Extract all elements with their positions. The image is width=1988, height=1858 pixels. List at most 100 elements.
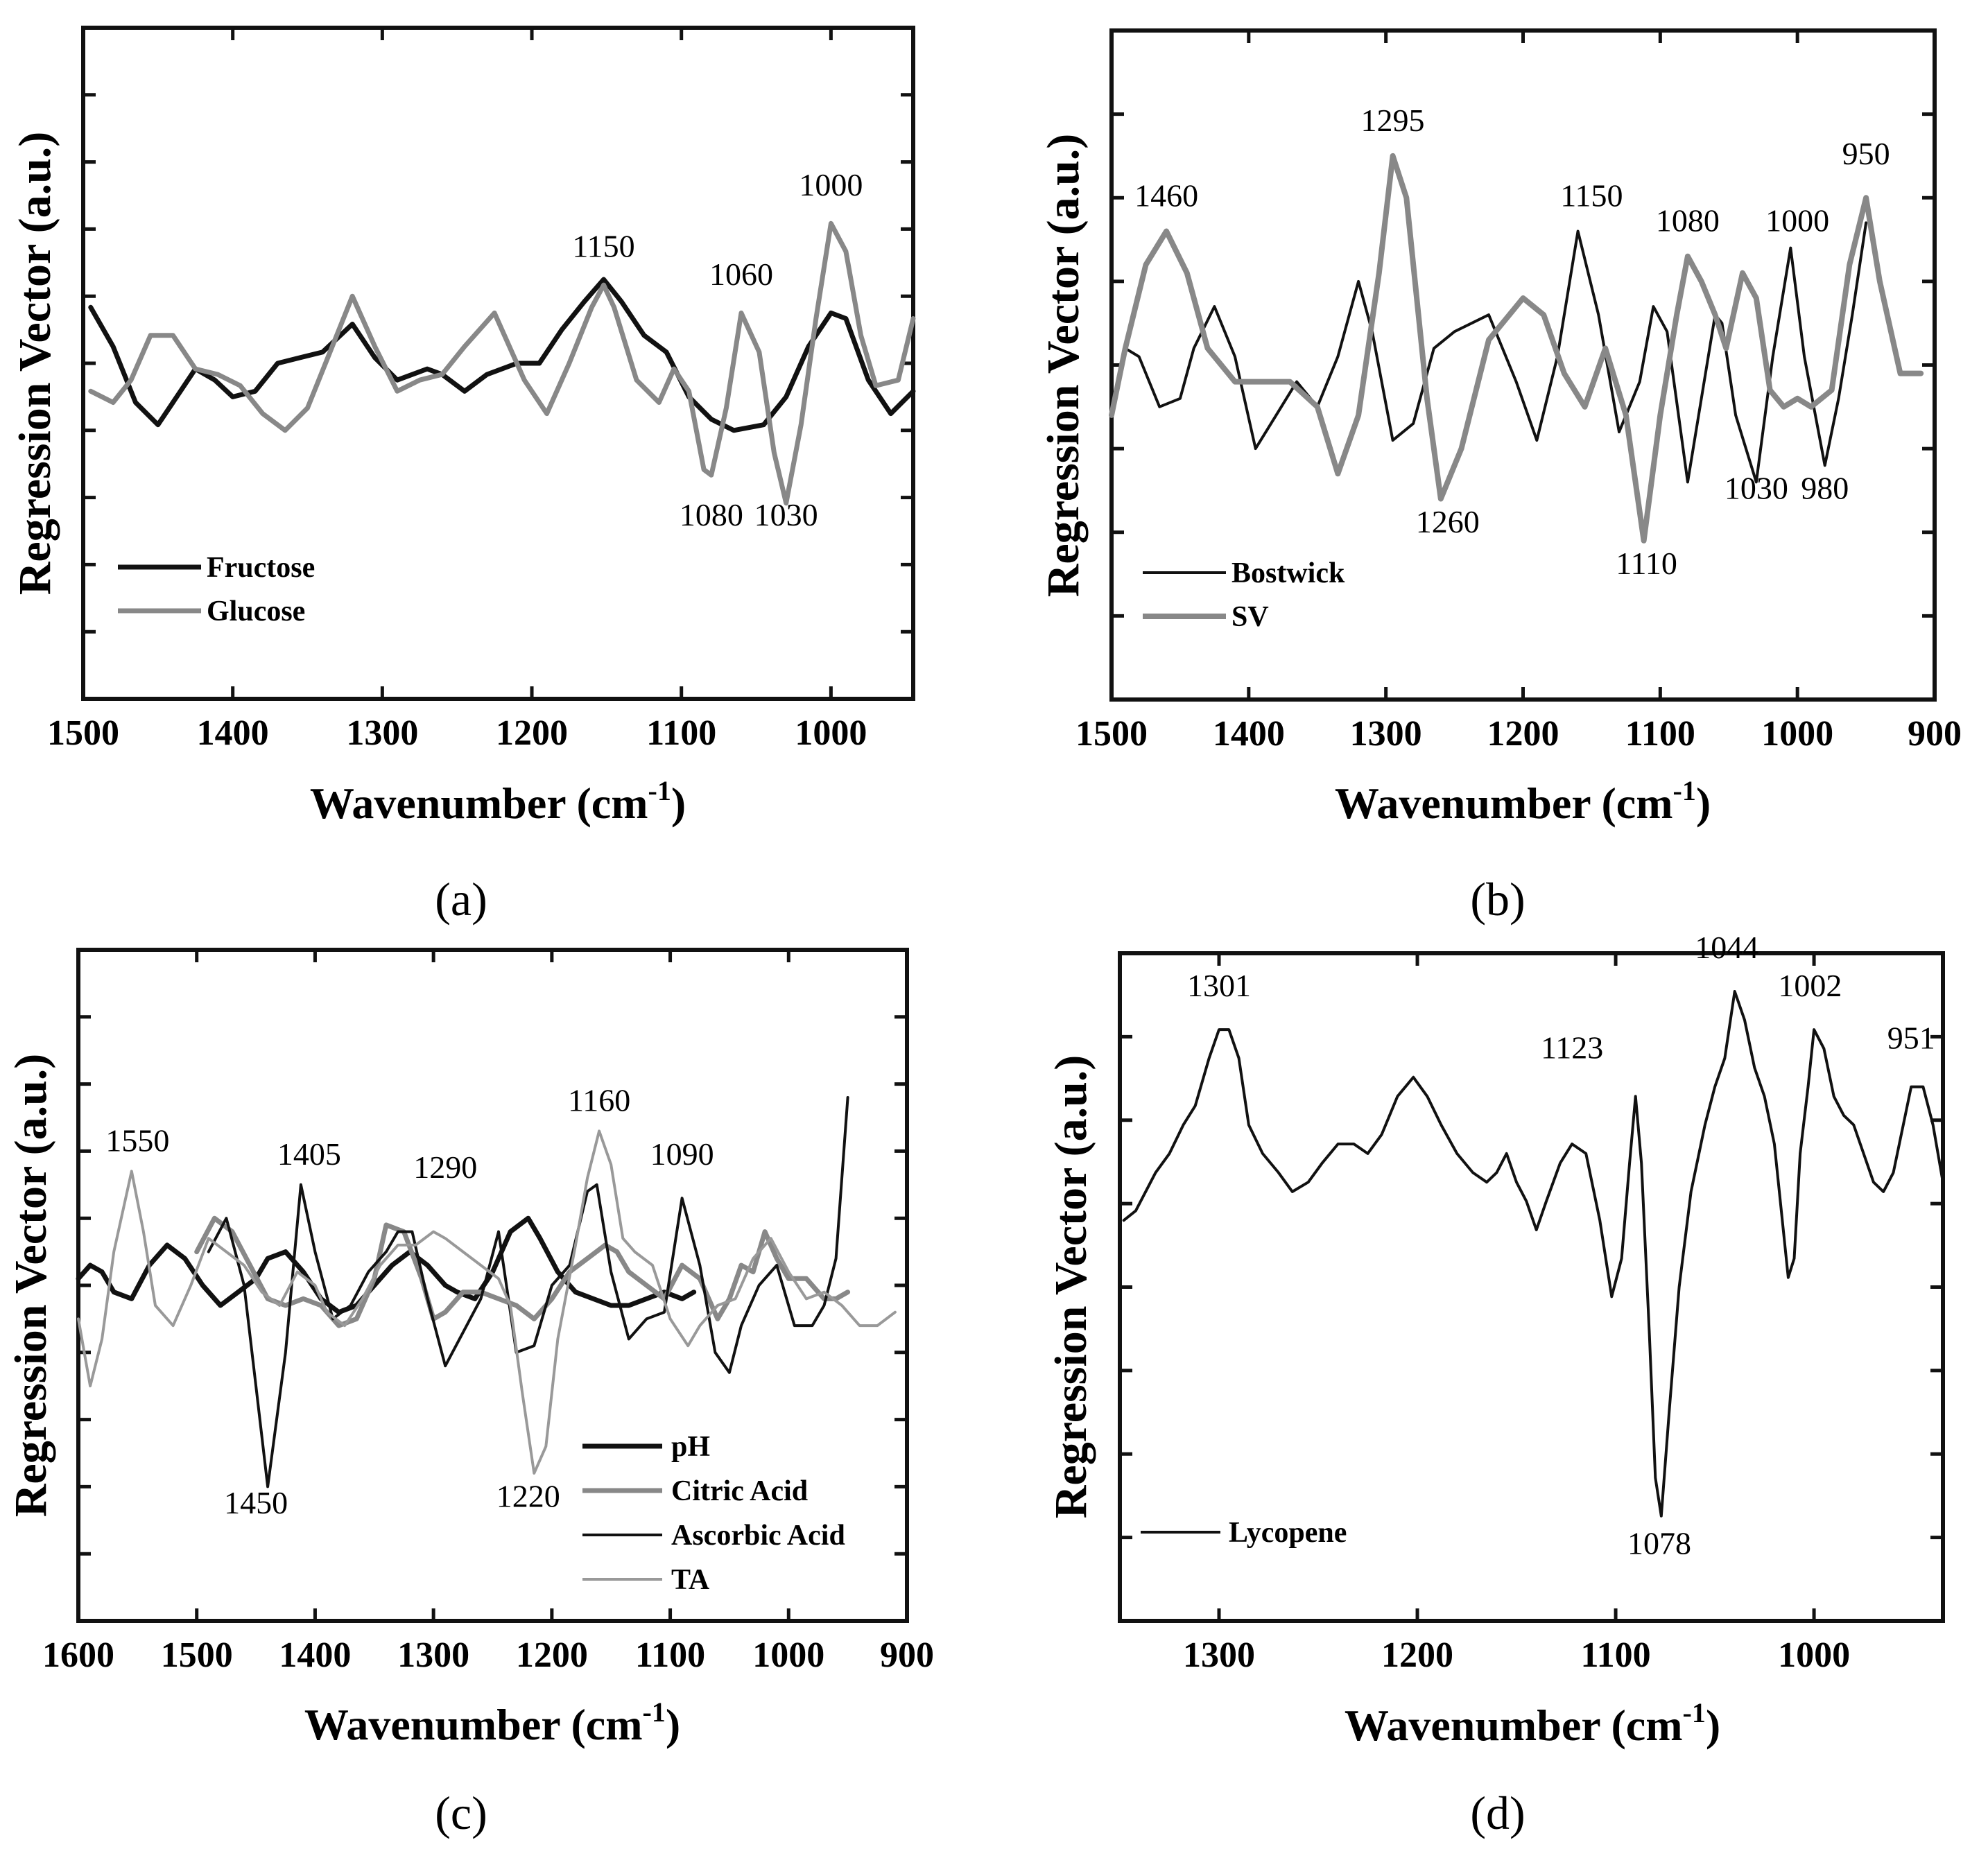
peak-label: 1301 [1187, 968, 1251, 1003]
x-tick-label: 1000 [1778, 1635, 1850, 1675]
panel-b-series [1109, 153, 1924, 544]
x-tick-label: 1600 [42, 1635, 114, 1675]
peak-label: 1030 [1725, 471, 1788, 506]
x-tick-label: 1000 [795, 713, 867, 753]
peak-label: 1460 [1134, 177, 1198, 213]
x-tick-label: 1500 [47, 713, 119, 753]
legend-label-sv: SV [1231, 601, 1269, 633]
series-line-bostwick [1123, 221, 1868, 484]
panel-c-legend: pH Citric Acid Ascorbic Acid TA [582, 1431, 845, 1596]
panel-d-annotations: 1301 1123 1044 1002 951 1078 [1187, 930, 1935, 1561]
series-line-glucose [88, 220, 916, 506]
panel-d-x-tick-labels: 1300 1200 1100 1000 [1183, 1635, 1850, 1675]
peak-label: 980 [1801, 471, 1849, 506]
x-tick-label: 1400 [279, 1635, 351, 1675]
legend-label-fructose: Fructose [207, 552, 315, 584]
peak-label: 1150 [572, 229, 634, 264]
panel-b: 1500 1400 1300 1200 1100 1000 900 1460 1295 1150… [1038, 28, 1962, 926]
peak-label: 1150 [1560, 177, 1623, 213]
x-tick-label: 900 [880, 1635, 934, 1675]
panel-d-legend: Lycopene [1141, 1517, 1347, 1549]
legend-label-ph: pH [671, 1431, 710, 1463]
panel-a-annotations: 1150 1060 1000 1080 1030 [572, 167, 863, 532]
panel-b-y-axis-title: Regression Vector (a.u.) [1038, 134, 1089, 598]
legend-label-lycopene: Lycopene [1229, 1517, 1347, 1549]
x-tick-label: 1200 [516, 1635, 588, 1675]
peak-label: 1160 [568, 1082, 630, 1118]
peak-label: 951 [1887, 1021, 1935, 1056]
legend-label-ta: TA [671, 1564, 710, 1596]
x-tick-label: 900 [1908, 714, 1962, 754]
panel-d-series [1122, 990, 1944, 1518]
x-tick-label: 1000 [1761, 714, 1833, 754]
series-line-citric-acid [194, 1215, 851, 1328]
panel-c-ticks [76, 950, 909, 1621]
peak-label: 1295 [1361, 103, 1425, 138]
panel-b-annotations: 1460 1295 1150 1080 1000 950 1260 1110 1030 980 [1134, 103, 1890, 581]
panel-d-y-axis-title: Regression Vector (a.u.) [1046, 1055, 1096, 1519]
panel-c-label: (c) [435, 1787, 487, 1839]
panel-a: 1500 1400 1300 1200 1100 1000 1150 1060 1000 108… [10, 26, 916, 926]
peak-label: 1220 [496, 1478, 560, 1513]
peak-label: 1000 [799, 167, 863, 202]
peak-label: 1260 [1416, 504, 1480, 539]
panel-b-x-axis-title: Wavenumber (cm-1) [1335, 775, 1711, 828]
x-tick-label: 1300 [1350, 714, 1422, 754]
peak-label: 1123 [1541, 1030, 1603, 1065]
x-tick-label: 1400 [1213, 714, 1285, 754]
x-tick-label: 1100 [1625, 714, 1695, 754]
series-line-sv [1109, 153, 1924, 544]
panel-a-ticks [81, 28, 913, 699]
panel-b-legend: Bostwick SV [1143, 557, 1345, 633]
x-tick-label: 1300 [397, 1635, 469, 1675]
panel-a-x-tick-labels: 1500 1400 1300 1200 1100 1000 [47, 713, 867, 753]
peak-label: 1080 [1656, 203, 1720, 238]
x-tick-label: 1300 [1183, 1635, 1255, 1675]
series-line-ta [77, 1129, 897, 1475]
panel-c: 1600 1500 1400 1300 1200 1100 1000 900 1550 1405… [6, 948, 934, 1839]
panel-c-annotations: 1550 1405 1290 1160 1090 1450 1220 [105, 1082, 714, 1520]
panel-a-series [88, 220, 916, 506]
peak-label: 1060 [709, 257, 773, 292]
peak-label: 1030 [754, 497, 818, 532]
panel-c-series [76, 1096, 897, 1488]
panel-a-y-axis-title: Regression Vector (a.u.) [10, 132, 60, 596]
peak-label: 1080 [680, 497, 743, 532]
panel-a-x-axis-title: Wavenumber (cm-1) [310, 775, 686, 828]
peak-label: 1002 [1778, 968, 1842, 1003]
panel-a-label: (a) [435, 873, 487, 926]
legend-label-bostwick: Bostwick [1231, 557, 1345, 589]
panel-a-legend: Fructose Glucose [118, 552, 315, 627]
series-line-fructose [88, 277, 916, 433]
panel-d-label: (d) [1470, 1787, 1525, 1839]
x-tick-label: 1500 [1075, 714, 1148, 754]
x-tick-label: 1100 [635, 1635, 705, 1675]
legend-label-ascorbic-acid: Ascorbic Acid [671, 1520, 845, 1552]
panel-d-ticks [1120, 953, 1943, 1621]
panel-b-ticks [1109, 31, 1937, 700]
peak-label: 1078 [1627, 1526, 1691, 1561]
x-tick-label: 1200 [1381, 1635, 1453, 1675]
peak-label: 1550 [105, 1122, 169, 1158]
panel-b-label: (b) [1470, 873, 1525, 926]
x-tick-label: 1500 [161, 1635, 233, 1675]
panel-c-y-axis-title: Regression Vector (a.u.) [6, 1054, 56, 1518]
peak-label: 1044 [1695, 930, 1758, 965]
panel-c-x-tick-labels: 1600 1500 1400 1300 1200 1100 1000 900 [42, 1635, 934, 1675]
peak-label: 1110 [1616, 546, 1677, 581]
x-tick-label: 1200 [496, 713, 568, 753]
x-tick-label: 1100 [646, 713, 716, 753]
x-tick-label: 1300 [346, 713, 418, 753]
peak-label: 1450 [224, 1485, 288, 1520]
panel-d-x-axis-title: Wavenumber (cm-1) [1345, 1697, 1720, 1750]
x-tick-label: 1000 [752, 1635, 824, 1675]
panel-c-x-axis-title: Wavenumber (cm-1) [304, 1696, 680, 1749]
panel-b-plot-frame [1109, 28, 1937, 702]
peak-label: 1405 [277, 1136, 341, 1172]
panel-b-x-tick-labels: 1500 1400 1300 1200 1100 1000 900 [1075, 714, 1962, 754]
peak-label: 950 [1842, 136, 1890, 171]
legend-label-citric-acid: Citric Acid [671, 1475, 808, 1507]
series-line-lycopene [1122, 990, 1944, 1518]
panel-d: 1300 1200 1100 1000 1301 1123 1044 1002 951 1078… [1046, 930, 1945, 1839]
